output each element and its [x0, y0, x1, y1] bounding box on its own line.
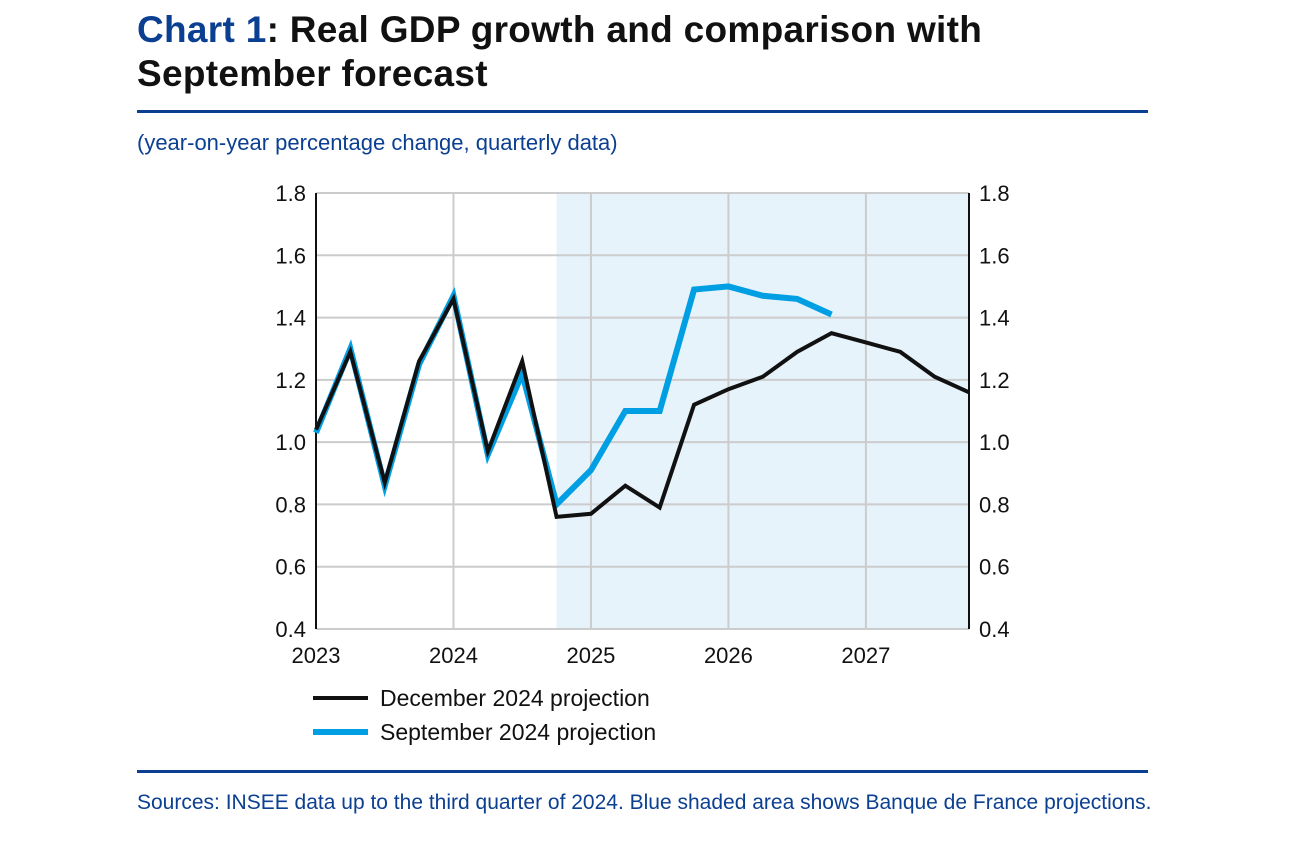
y-tick-label-right: 0.4	[979, 617, 1010, 642]
x-tick-label: 2027	[841, 643, 890, 668]
y-tick-label-right: 1.2	[979, 368, 1010, 393]
projection-shaded-area	[556, 193, 969, 629]
chart-title: Chart 1: Real GDP growth and comparison …	[137, 8, 1057, 96]
y-tick-label-left: 0.6	[275, 555, 306, 580]
y-tick-label-right: 0.8	[979, 492, 1010, 517]
y-tick-label-right: 0.6	[979, 555, 1010, 580]
y-tick-label-left: 1.4	[275, 306, 306, 331]
x-tick-label: 2026	[704, 643, 753, 668]
y-tick-label-left: 1.2	[275, 368, 306, 393]
y-tick-label-right: 1.4	[979, 306, 1010, 331]
series-line-december	[314, 293, 970, 520]
y-tick-label-left: 1.8	[275, 181, 306, 206]
y-tick-label-left: 0.4	[275, 617, 306, 642]
bottom-divider	[137, 770, 1148, 773]
legend-label: December 2024 projection	[380, 685, 650, 711]
legend-label: September 2024 projection	[380, 719, 656, 745]
chart-subtitle: (year-on-year percentage change, quarter…	[137, 130, 618, 155]
y-tick-label-left: 1.0	[275, 430, 306, 455]
y-tick-label-right: 1.0	[979, 430, 1010, 455]
top-divider	[137, 110, 1148, 113]
source-note: Sources: INSEE data up to the third quar…	[137, 791, 1152, 814]
x-tick-label: 2023	[292, 643, 341, 668]
y-tick-label-right: 1.6	[979, 243, 1010, 268]
x-tick-label: 2025	[566, 643, 615, 668]
chart-number: Chart 1	[137, 9, 267, 50]
y-tick-label-left: 1.6	[275, 243, 306, 268]
y-tick-label-right: 1.8	[979, 181, 1010, 206]
y-tick-label-left: 0.8	[275, 492, 306, 517]
chart-title-text: : Real GDP growth and comparison with Se…	[137, 9, 983, 94]
x-tick-label: 2024	[429, 643, 478, 668]
